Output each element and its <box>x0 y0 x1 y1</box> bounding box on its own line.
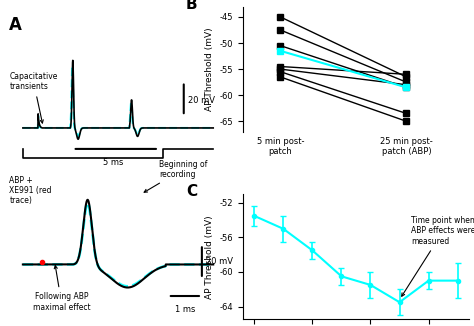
Y-axis label: AP Threshold (mV): AP Threshold (mV) <box>205 215 214 299</box>
Text: Beginning of
recording: Beginning of recording <box>144 159 207 192</box>
Text: Capacitative
transients: Capacitative transients <box>9 72 58 123</box>
Text: 20 mV: 20 mV <box>188 96 215 105</box>
Text: 1 ms: 1 ms <box>175 305 195 314</box>
Y-axis label: AP Threshold (mV): AP Threshold (mV) <box>205 27 214 111</box>
Text: B: B <box>186 0 198 11</box>
Text: ABP +
XE991 (red
trace): ABP + XE991 (red trace) <box>9 175 52 205</box>
Text: Time point when
ABP effects were
measured: Time point when ABP effects were measure… <box>401 216 474 296</box>
Text: A: A <box>9 16 22 34</box>
Text: C: C <box>186 184 197 199</box>
Text: 5 ms: 5 ms <box>103 158 124 167</box>
Text: Following ABP
maximal effect: Following ABP maximal effect <box>33 266 90 312</box>
Text: 20 mV: 20 mV <box>206 257 233 266</box>
